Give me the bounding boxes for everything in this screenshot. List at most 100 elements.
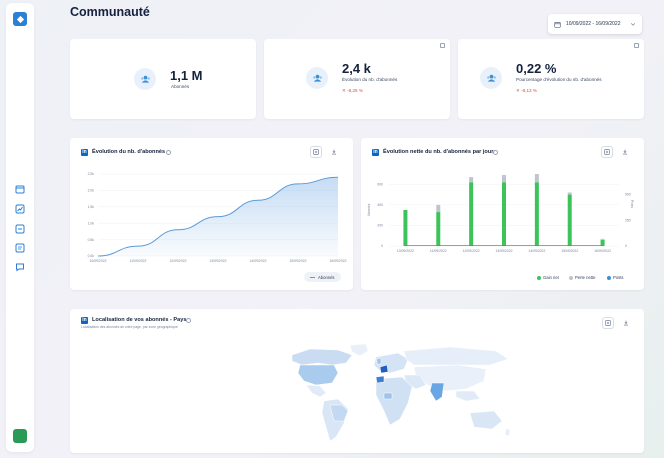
kpi-label: Évolution du nb. d'abonnés — [342, 77, 398, 82]
map-region-india[interactable] — [429, 382, 445, 402]
map-region-brazil[interactable] — [329, 404, 349, 422]
map-region-canada[interactable] — [291, 348, 353, 366]
x-tick-label: 10/09/2022 — [90, 259, 107, 263]
subscriber-evolution-card: in Évolution du nb. d'abonnés 0,0k 0,5k 1,… — [70, 138, 353, 290]
checkbox-icon[interactable] — [634, 43, 639, 48]
export-image-button[interactable] — [602, 317, 614, 329]
kpi-card-subscriber-growth: 2,4 k Évolution du nb. d'abonnés ✕ -8,25… — [264, 39, 450, 119]
linkedin-icon: in — [81, 149, 88, 156]
chart-title: Évolution du nb. d'abonnés — [92, 149, 166, 155]
y-tick-label: 0,0k — [88, 254, 95, 258]
map-region-se-asia[interactable] — [455, 390, 481, 402]
x-tick-label: 15/09/2022 — [290, 259, 307, 263]
image-icon — [313, 149, 319, 155]
y-right-tick-label: 250 — [625, 218, 631, 222]
download-button[interactable] — [619, 146, 631, 158]
kpi-delta: ✕ -8,25 % — [342, 88, 363, 93]
y-tick-label: 2,0k — [88, 189, 95, 193]
x-tick-label: 16/09/2022 — [330, 259, 347, 263]
bar-net-loss[interactable] — [567, 192, 572, 195]
series-line-subscribers[interactable] — [97, 176, 339, 257]
bar-net-loss[interactable] — [502, 175, 506, 183]
bar-net-gain[interactable] — [403, 210, 408, 246]
kpi-value: 2,4 k — [342, 61, 371, 76]
legend-posts[interactable]: Posts — [607, 275, 623, 280]
bar-net-gain[interactable] — [502, 182, 506, 246]
account-avatar[interactable] — [13, 429, 27, 443]
map-region-greenland[interactable] — [349, 343, 369, 357]
export-image-button[interactable] — [601, 146, 613, 158]
download-button[interactable] — [328, 146, 340, 158]
export-image-button[interactable] — [310, 146, 322, 158]
legend-line-icon — [310, 276, 315, 278]
nav-messages-icon[interactable] — [14, 261, 26, 273]
checkbox-icon[interactable] — [440, 43, 445, 48]
nav-analytics-icon[interactable] — [14, 203, 26, 215]
subscriber-evolution-chart: 0,0k 0,5k 1,0k 1,5k 2,0k 2,5k 10/09/2022 11/09/… — [88, 172, 347, 263]
x-tick-label: 14/09/2022 — [250, 259, 267, 263]
bar-net-gain[interactable] — [436, 212, 441, 246]
map-region-usa[interactable] — [297, 364, 339, 386]
bar-net-loss[interactable] — [469, 177, 474, 183]
world-map[interactable] — [280, 341, 520, 451]
legend-net-gain[interactable]: Gain net — [537, 275, 559, 280]
y-left-tick-label: 400 — [377, 203, 383, 207]
linkedin-icon: in — [81, 317, 88, 324]
bar-net-loss[interactable] — [534, 174, 539, 183]
chevron-down-icon — [630, 23, 636, 26]
net-daily-evolution-card: in Évolution nette du nb. d'abonnés par … — [361, 138, 644, 290]
app-logo[interactable] — [13, 12, 27, 26]
map-region-russia[interactable] — [403, 346, 509, 366]
map-region-new-zealand[interactable] — [504, 428, 511, 437]
info-icon[interactable] — [493, 150, 498, 155]
y-tick-label: 1,0k — [88, 221, 95, 225]
y-right-tick-label: 500 — [625, 192, 631, 196]
y-left-tick-label: 600 — [377, 182, 383, 186]
bar-net-loss[interactable] — [436, 204, 441, 213]
download-icon — [623, 320, 629, 326]
map-region-nigeria[interactable] — [383, 392, 393, 400]
legend-dot — [537, 275, 541, 280]
x-tick-label: 12/09/2022 — [463, 249, 480, 253]
nav-calendar-icon[interactable] — [14, 183, 26, 195]
y-left-tick-label: 200 — [377, 224, 383, 228]
y-right-tick-label: 0 — [625, 244, 627, 248]
map-region-africa[interactable] — [375, 376, 413, 426]
y-tick-label: 1,5k — [88, 205, 95, 209]
map-region-france[interactable] — [379, 364, 389, 374]
bar-net-loss[interactable] — [600, 238, 605, 240]
users-icon — [480, 67, 502, 89]
date-range-picker[interactable]: 10/09/2022 - 16/09/2022 — [548, 14, 642, 34]
bar-net-gain[interactable] — [534, 182, 539, 246]
x-tick-label: 15/09/2022 — [561, 249, 578, 253]
nav-publish-icon[interactable] — [14, 223, 26, 235]
y-right-axis-label: Posts — [630, 200, 634, 208]
map-title: Localisation de vos abonnés - Pays — [92, 317, 187, 323]
y-left-axis-label: Abonnés — [367, 203, 371, 216]
net-daily-evolution-chart: 0 200 400 600 0 250 500 Abonnés Posts 10/09/2022 1… — [367, 174, 634, 253]
nav-reports-icon[interactable] — [14, 242, 26, 254]
info-icon[interactable] — [166, 150, 171, 155]
map-region-morocco[interactable] — [375, 375, 385, 384]
map-region-uk[interactable] — [376, 357, 382, 365]
bar-net-gain[interactable] — [567, 194, 572, 246]
map-region-asia[interactable] — [413, 364, 487, 392]
info-icon[interactable] — [186, 318, 191, 323]
linkedin-icon: in — [372, 149, 379, 156]
bar-net-gain[interactable] — [600, 239, 605, 246]
legend-subscribers[interactable]: Abonnés — [304, 272, 341, 282]
legend-net-loss[interactable]: Perte nette — [569, 275, 596, 280]
legend-dot — [569, 275, 573, 280]
bar-net-gain[interactable] — [469, 182, 474, 246]
download-button[interactable] — [620, 317, 632, 329]
x-tick-label: 12/09/2022 — [170, 259, 187, 263]
legend-dot — [607, 275, 611, 280]
x-tick-label: 13/09/2022 — [496, 249, 513, 253]
kpi-delta: ✕ -8,13 % — [516, 88, 537, 93]
map-region-australia[interactable] — [469, 410, 503, 430]
page-title: Communauté — [70, 5, 150, 19]
logo-icon — [16, 15, 24, 23]
image-icon — [605, 320, 611, 326]
map-region-mexico[interactable] — [305, 384, 327, 398]
kpi-card-growth-percentage: 0,22 % Pourcentage d'évolution du nb. d'… — [458, 39, 644, 119]
